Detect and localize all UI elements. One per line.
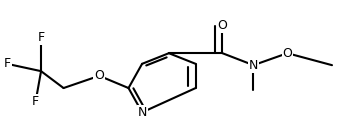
Text: N: N — [249, 59, 258, 72]
Text: O: O — [217, 19, 227, 32]
Text: F: F — [37, 31, 45, 44]
Text: O: O — [282, 47, 292, 60]
Text: O: O — [94, 69, 104, 82]
Text: N: N — [137, 106, 147, 119]
Text: F: F — [32, 95, 39, 108]
Text: F: F — [4, 57, 11, 70]
